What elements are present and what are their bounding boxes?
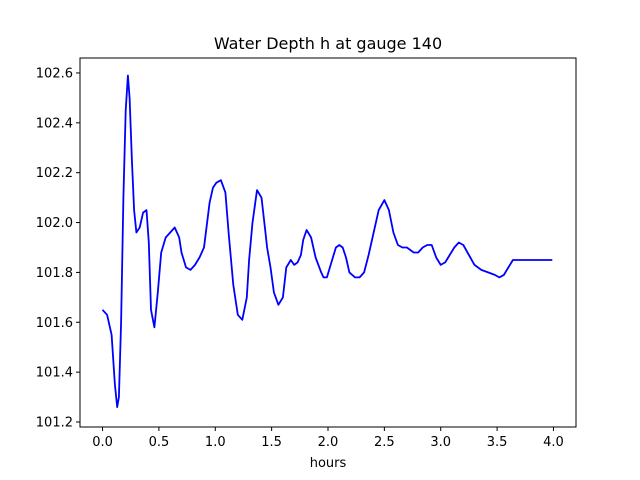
x-tick-label: 3.0 — [430, 435, 451, 450]
x-tick-label: 3.5 — [487, 435, 508, 450]
plot-frame — [79, 57, 577, 428]
x-axis-label: hours — [310, 456, 347, 471]
x-tick-label: 1.0 — [205, 435, 226, 450]
y-tick-label: 101.6 — [36, 316, 73, 331]
y-tick-label: 102.0 — [36, 216, 73, 231]
y-tick-label: 101.2 — [36, 416, 73, 431]
x-tick-label: 2.0 — [318, 435, 339, 450]
x-tick-label: 4.0 — [543, 435, 564, 450]
series-line — [101, 74, 553, 408]
x-tick-label: 0.0 — [92, 435, 113, 450]
x-axis-ticks: 0.0 0.5 1.0 1.5 2.0 2.5 3.0 3.5 4.0 — [92, 427, 564, 450]
chart-title: Water Depth h at gauge 140 — [214, 34, 442, 53]
x-tick-label: 0.5 — [149, 435, 170, 450]
y-tick-label: 101.8 — [36, 266, 73, 281]
y-tick-label: 101.4 — [36, 366, 73, 381]
y-tick-label: 102.4 — [36, 116, 73, 131]
x-tick-label: 2.5 — [374, 435, 395, 450]
y-tick-label: 102.2 — [36, 166, 73, 181]
x-tick-label: 1.5 — [261, 435, 282, 450]
y-tick-label: 102.6 — [36, 66, 73, 81]
plot-area — [101, 74, 553, 408]
y-axis-ticks: 101.2 101.4 101.6 101.8 102.0 102.2 102.4 102.6 — [36, 66, 80, 431]
